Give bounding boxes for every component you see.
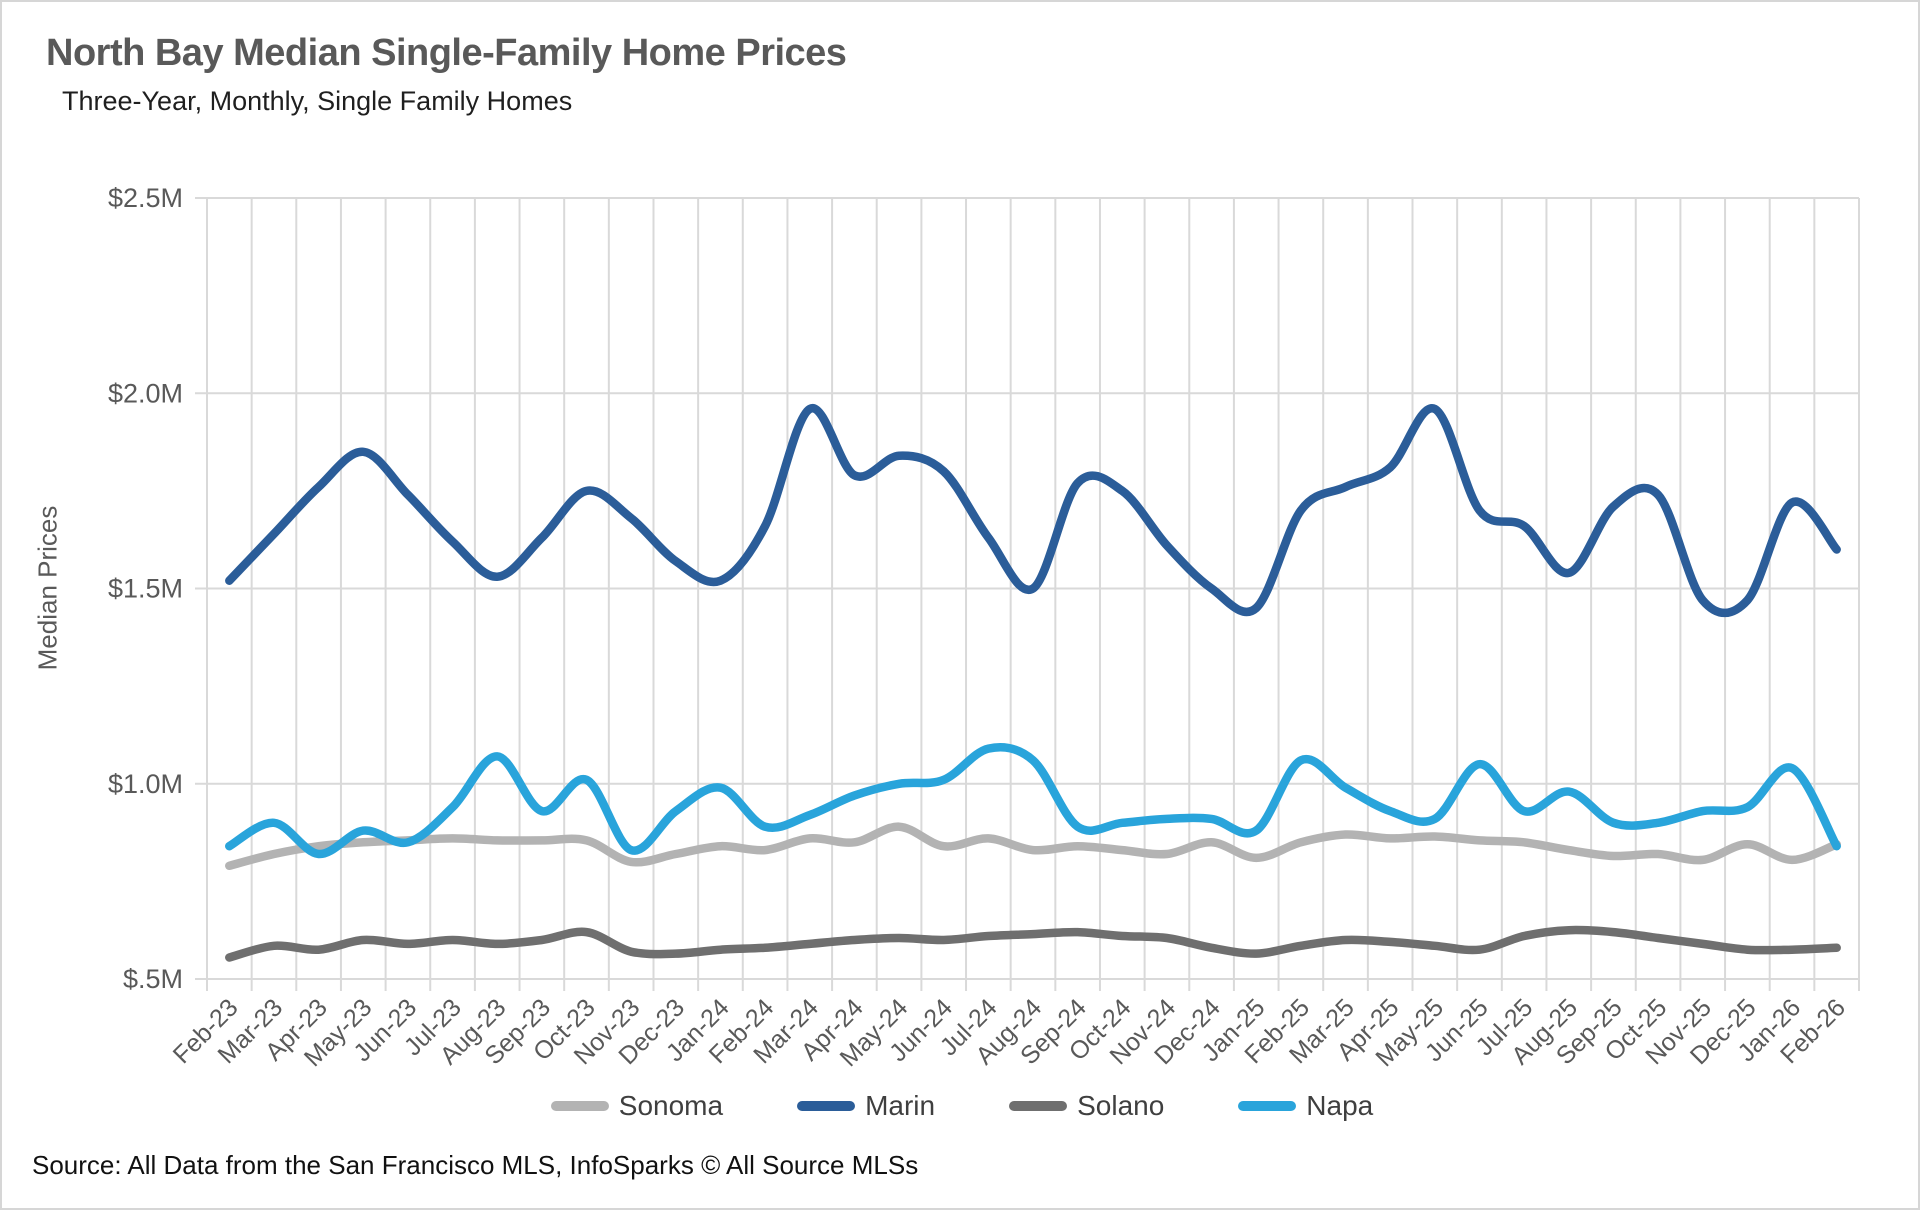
legend-item-napa: Napa [1238, 1090, 1373, 1122]
legend-item-marin: Marin [797, 1090, 935, 1122]
series-line-napa [225, 743, 1841, 859]
y-tick-label: $1.5M [108, 574, 183, 604]
legend-swatch-napa [1238, 1101, 1297, 1111]
y-tick-label: $.5M [123, 964, 183, 994]
legend-label: Solano [1077, 1090, 1165, 1121]
legend-swatch-sonoma [550, 1101, 609, 1111]
legend-label: Marin [865, 1090, 936, 1121]
legend-label: Napa [1306, 1090, 1374, 1121]
page-subtitle: Three-Year, Monthly, Single Family Homes [62, 86, 573, 116]
legend-swatch-marin [797, 1101, 856, 1111]
page-title: North Bay Median Single-Family Home Pric… [46, 32, 847, 74]
chart-legend: Sonoma Marin Solano Napa [2, 1090, 1918, 1122]
legend-swatch-solano [1009, 1101, 1068, 1111]
y-tick-label: $1.0M [108, 769, 183, 799]
legend-item-solano: Solano [1009, 1090, 1164, 1122]
legend-item-sonoma: Sonoma [550, 1090, 724, 1122]
series-line-sonoma [225, 822, 1841, 871]
y-tick-label: $2.0M [108, 378, 183, 408]
y-tick-label: $2.5M [108, 183, 183, 213]
source-attribution: Source: All Data from the San Francisco … [32, 1150, 919, 1180]
y-axis-title: Median Prices [32, 505, 63, 671]
series-line-marin [225, 404, 1841, 618]
series-line-solano [225, 925, 1841, 962]
legend-label: Sonoma [618, 1090, 724, 1121]
